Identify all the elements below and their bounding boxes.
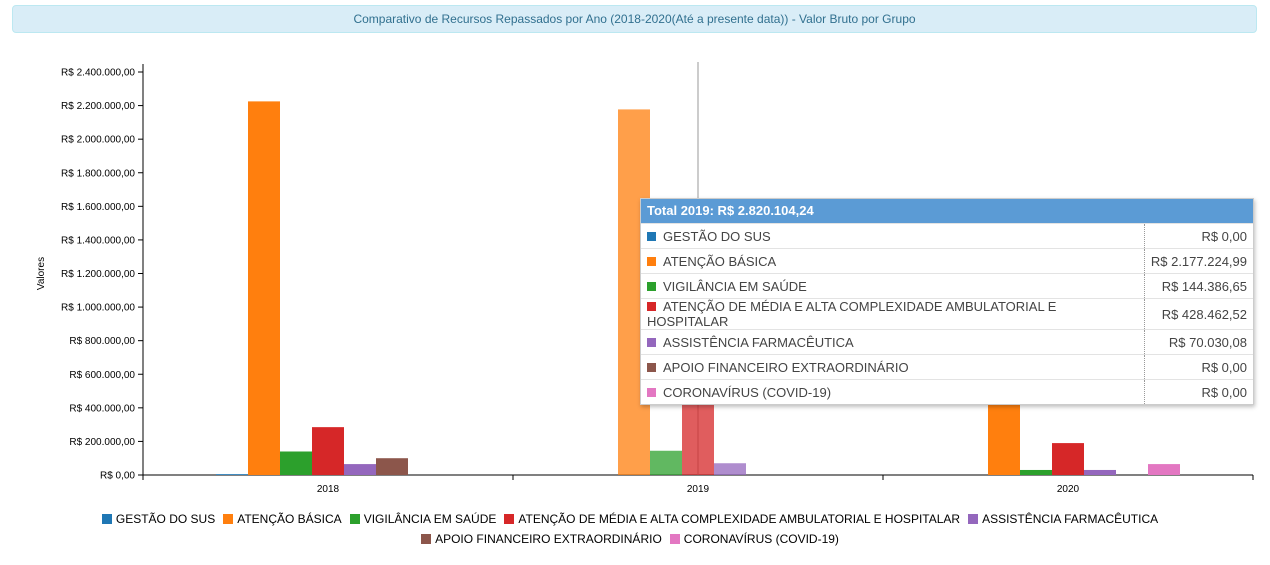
bar xyxy=(1148,464,1180,475)
x-tick-label: 2018 xyxy=(317,484,340,495)
legend-label: VIGILÂNCIA EM SAÚDE xyxy=(363,512,497,526)
bar xyxy=(248,101,280,476)
bar xyxy=(344,464,376,475)
tooltip-row: CORONAVÍRUS (COVID-19) R$ 0,00 xyxy=(641,379,1253,404)
tooltip-row: GESTÃO DO SUS R$ 0,00 xyxy=(641,223,1253,249)
tooltip-row-value: R$ 0,00 xyxy=(1143,223,1253,249)
tooltip-row: ASSISTÊNCIA FARMACÊUTICA R$ 70.030,08 xyxy=(641,329,1253,355)
legend-swatch xyxy=(669,534,680,544)
legend-item[interactable]: ATENÇÃO DE MÉDIA E ALTA COMPLEXIDADE AMB… xyxy=(504,509,960,529)
y-tick-label: R$ 1.800.000,00 xyxy=(61,168,135,179)
tooltip-row-value: R$ 428.462,52 xyxy=(1143,298,1253,330)
tooltip-row-value: R$ 2.177.224,99 xyxy=(1143,248,1253,274)
tooltip-title: Total 2019: R$ 2.820.104,24 xyxy=(641,199,1253,223)
bar xyxy=(1052,443,1084,475)
bar xyxy=(312,427,344,475)
legend-item[interactable]: ASSISTÊNCIA FARMACÊUTICA xyxy=(968,509,1158,529)
tooltip-swatch xyxy=(647,387,656,397)
legend-label: ATENÇÃO DE MÉDIA E ALTA COMPLEXIDADE AMB… xyxy=(518,512,961,526)
legend-label: GESTÃO DO SUS xyxy=(115,512,216,526)
y-tick-label: R$ 1.400.000,00 xyxy=(61,235,135,246)
bar xyxy=(216,474,248,475)
legend-item[interactable]: APOIO FINANCEIRO EXTRAORDINÁRIO xyxy=(421,529,662,549)
tooltip-table: GESTÃO DO SUS R$ 0,00 ATENÇÃO BÁSICA R$ 2.1… xyxy=(641,223,1253,404)
y-tick-label: R$ 0,00 xyxy=(100,471,135,482)
tooltip-row-label: APOIO FINANCEIRO EXTRAORDINÁRIO xyxy=(641,354,1145,380)
bar-chart: R$ 0,00 R$ 200.000,00 R$ 400.000,00 R$ 600.… xyxy=(36,62,1254,495)
tooltip-swatch xyxy=(647,302,656,311)
legend-item[interactable]: GESTÃO DO SUS xyxy=(101,509,216,529)
tooltip-swatch xyxy=(647,281,656,291)
y-tick-label: R$ 800.000,00 xyxy=(69,336,135,347)
legend-label: ASSISTÊNCIA FARMACÊUTICA xyxy=(982,512,1159,526)
tooltip-row-value: R$ 0,00 xyxy=(1143,379,1253,404)
bar xyxy=(714,463,746,475)
tooltip-row: VIGILÂNCIA EM SAÚDE R$ 144.386,65 xyxy=(641,273,1253,299)
bar xyxy=(682,403,714,475)
y-tick-label: R$ 1.600.000,00 xyxy=(61,202,135,213)
tooltip-row-label: ATENÇÃO DE MÉDIA E ALTA COMPLEXIDADE AMB… xyxy=(641,298,1145,330)
y-tick-label: R$ 400.000,00 xyxy=(69,403,135,414)
legend-swatch xyxy=(349,514,360,524)
x-tick-label: 2019 xyxy=(687,484,710,495)
legend-label: APOIO FINANCEIRO EXTRAORDINÁRIO xyxy=(435,532,662,546)
legend-swatch xyxy=(968,514,979,524)
y-tick-label: R$ 600.000,00 xyxy=(69,370,135,381)
tooltip-swatch xyxy=(647,231,656,241)
legend-label: CORONAVÍRUS (COVID-19) xyxy=(683,532,839,546)
chart-legend: GESTÃO DO SUS ATENÇÃO BÁSICA VIGILÂNCIA EM… xyxy=(60,509,1200,549)
tooltip-row-label: ATENÇÃO BÁSICA xyxy=(641,248,1145,274)
hover-tooltip: Total 2019: R$ 2.820.104,24 GESTÃO DO SU… xyxy=(640,198,1254,405)
x-tick-label: 2020 xyxy=(1057,484,1080,495)
tooltip-row-value: R$ 144.386,65 xyxy=(1143,273,1253,299)
y-tick-label: R$ 1.000.000,00 xyxy=(61,303,135,314)
tooltip-swatch xyxy=(647,362,656,372)
legend-item[interactable]: ATENÇÃO BÁSICA xyxy=(223,509,342,529)
tooltip-row: ATENÇÃO DE MÉDIA E ALTA COMPLEXIDADE AMB… xyxy=(641,298,1253,330)
legend-item[interactable]: VIGILÂNCIA EM SAÚDE xyxy=(349,509,497,529)
y-tick-label: R$ 200.000,00 xyxy=(69,437,135,448)
tooltip-row-label: GESTÃO DO SUS xyxy=(641,223,1145,249)
tooltip-row-label: VIGILÂNCIA EM SAÚDE xyxy=(641,273,1145,299)
legend-label: ATENÇÃO BÁSICA xyxy=(237,512,342,526)
legend-swatch xyxy=(101,514,112,524)
bar xyxy=(1020,469,1052,475)
y-tick-label: R$ 2.200.000,00 xyxy=(61,101,135,112)
tooltip-row-value: R$ 70.030,08 xyxy=(1143,329,1253,355)
tooltip-swatch xyxy=(647,337,656,347)
legend-item[interactable]: CORONAVÍRUS (COVID-19) xyxy=(669,529,839,549)
chart-title-bar: Comparativo de Recursos Repassados por A… xyxy=(12,5,1257,33)
tooltip-row-value: R$ 0,00 xyxy=(1143,354,1253,380)
y-tick-label: R$ 2.000.000,00 xyxy=(61,135,135,146)
y-tick-label: R$ 1.200.000,00 xyxy=(61,269,135,280)
tooltip-row-label: ASSISTÊNCIA FARMACÊUTICA xyxy=(641,329,1145,355)
y-tick-label: R$ 2.400.000,00 xyxy=(61,68,135,79)
tooltip-row: APOIO FINANCEIRO EXTRAORDINÁRIO R$ 0,00 xyxy=(641,354,1253,380)
legend-swatch xyxy=(223,514,234,524)
bar xyxy=(1084,469,1116,475)
bar xyxy=(988,396,1020,475)
chart-title: Comparativo de Recursos Repassados por A… xyxy=(353,12,916,26)
legend-swatch xyxy=(504,514,515,524)
tooltip-row: ATENÇÃO BÁSICA R$ 2.177.224,99 xyxy=(641,248,1253,274)
y-axis-label: Valores xyxy=(36,257,47,290)
tooltip-swatch xyxy=(647,256,656,266)
tooltip-row-label: CORONAVÍRUS (COVID-19) xyxy=(641,379,1145,404)
legend-swatch xyxy=(421,534,432,544)
bar xyxy=(376,458,408,475)
bar xyxy=(280,451,312,475)
bar xyxy=(650,450,682,475)
